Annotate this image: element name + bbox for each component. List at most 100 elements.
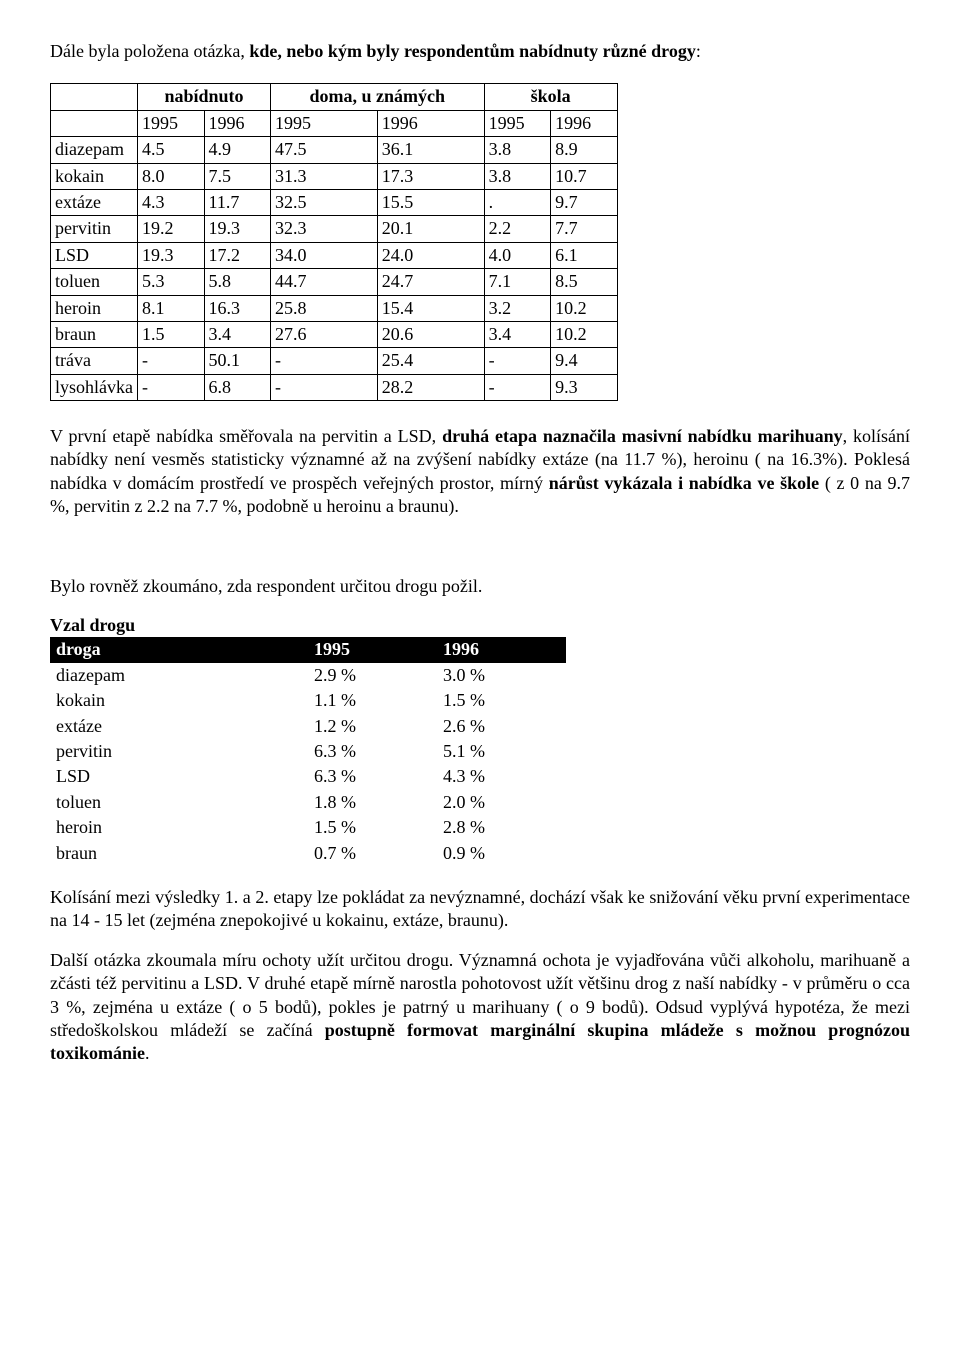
offer-table-cell: 17.3 xyxy=(377,163,484,189)
intro-pre: Dále byla položena otázka, xyxy=(50,41,249,61)
intro-post: : xyxy=(696,41,701,61)
offer-table-cell: 3.8 xyxy=(484,163,551,189)
offer-table-cell: 9.7 xyxy=(551,189,618,215)
offer-table-year: 1995 xyxy=(138,110,205,136)
usage-table-cell: 1.5 % xyxy=(437,688,566,713)
p4-t2: . xyxy=(145,1043,150,1063)
offer-table-year: 1996 xyxy=(377,110,484,136)
offer-table-cell: 4.0 xyxy=(484,242,551,268)
usage-table-cell: 3.0 % xyxy=(437,663,566,688)
offer-table-cell: 27.6 xyxy=(271,321,378,347)
offer-table-year: 1995 xyxy=(271,110,378,136)
offer-table-cell: 10.7 xyxy=(551,163,618,189)
usage-table-cell: 1.2 % xyxy=(308,714,437,739)
offer-table-group-2: doma, u známých xyxy=(271,84,485,110)
offer-table-year-row: 1995 1996 1995 1996 1995 1996 xyxy=(51,110,618,136)
usage-table-cell: 1.8 % xyxy=(308,790,437,815)
usage-table-cell: 1.5 % xyxy=(308,815,437,840)
offer-table-cell: 24.7 xyxy=(377,269,484,295)
offer-table-year-empty xyxy=(51,110,138,136)
offer-table-cell: 11.7 xyxy=(204,189,271,215)
offer-table-empty-header xyxy=(51,84,138,110)
usage-table-title: Vzal drogu xyxy=(50,614,910,637)
usage-table-label: extáze xyxy=(50,714,308,739)
offer-table-group-3: škola xyxy=(484,84,617,110)
offer-table-cell: 50.1 xyxy=(204,348,271,374)
usage-table-cell: 4.3 % xyxy=(437,764,566,789)
offer-table-cell: 9.3 xyxy=(551,374,618,400)
offer-table-cell: 4.9 xyxy=(204,137,271,163)
offer-table-label: toluen xyxy=(51,269,138,295)
usage-table-cell: 6.3 % xyxy=(308,764,437,789)
intro-bold: kde, nebo kým byly respondentům nabídnut… xyxy=(249,41,695,61)
offer-table-row: lysohlávka-6.8-28.2-9.3 xyxy=(51,374,618,400)
offer-table-cell: 32.5 xyxy=(271,189,378,215)
offer-table-row: diazepam4.54.947.536.13.88.9 xyxy=(51,137,618,163)
offer-table-cell: 8.9 xyxy=(551,137,618,163)
offer-table-row: kokain8.07.531.317.33.810.7 xyxy=(51,163,618,189)
offer-table-cell: 9.4 xyxy=(551,348,618,374)
offer-table-cell: 3.8 xyxy=(484,137,551,163)
p1-t1: V první etapě nabídka směřovala na pervi… xyxy=(50,426,442,446)
offer-table-year: 1995 xyxy=(484,110,551,136)
offer-table-row: tráva-50.1-25.4-9.4 xyxy=(51,348,618,374)
offer-table-cell: 15.4 xyxy=(377,295,484,321)
offer-table-cell: 32.3 xyxy=(271,216,378,242)
offer-table-cell: 5.8 xyxy=(204,269,271,295)
offer-table-cell: 19.3 xyxy=(138,242,205,268)
offer-table-cell: 7.5 xyxy=(204,163,271,189)
offer-table-cell: - xyxy=(271,348,378,374)
usage-table-cell: 6.3 % xyxy=(308,739,437,764)
offer-table-cell: 34.0 xyxy=(271,242,378,268)
usage-table-label: kokain xyxy=(50,688,308,713)
offer-table-row: pervitin19.219.332.320.12.27.7 xyxy=(51,216,618,242)
usage-table-row: LSD6.3 %4.3 % xyxy=(50,764,566,789)
offer-table-cell: 8.1 xyxy=(138,295,205,321)
offer-table-cell: 7.1 xyxy=(484,269,551,295)
offer-table-cell: 2.2 xyxy=(484,216,551,242)
offer-table-row: toluen5.35.844.724.77.18.5 xyxy=(51,269,618,295)
offer-table: nabídnuto doma, u známých škola 1995 199… xyxy=(50,83,618,401)
intro-paragraph: Dále byla položena otázka, kde, nebo kým… xyxy=(50,40,910,63)
offer-table-cell: 20.1 xyxy=(377,216,484,242)
offer-table-cell: 20.6 xyxy=(377,321,484,347)
offer-table-label: LSD xyxy=(51,242,138,268)
offer-table-cell: 8.5 xyxy=(551,269,618,295)
offer-table-cell: 4.3 xyxy=(138,189,205,215)
usage-table-header: droga xyxy=(50,637,308,662)
offer-table-cell: 25.8 xyxy=(271,295,378,321)
usage-table-row: toluen1.8 %2.0 % xyxy=(50,790,566,815)
analysis-paragraph-4: Další otázka zkoumala míru ochoty užít u… xyxy=(50,949,910,1066)
offer-table-cell: 7.7 xyxy=(551,216,618,242)
offer-table-cell: 6.8 xyxy=(204,374,271,400)
offer-table-cell: - xyxy=(138,374,205,400)
usage-table-label: diazepam xyxy=(50,663,308,688)
offer-table-row: LSD19.317.234.024.04.06.1 xyxy=(51,242,618,268)
usage-table-row: extáze1.2 %2.6 % xyxy=(50,714,566,739)
analysis-paragraph-3: Kolísání mezi výsledky 1. a 2. etapy lze… xyxy=(50,886,910,933)
offer-table-label: lysohlávka xyxy=(51,374,138,400)
offer-table-cell: 3.4 xyxy=(484,321,551,347)
offer-table-cell: 10.2 xyxy=(551,321,618,347)
usage-table-cell: 5.1 % xyxy=(437,739,566,764)
offer-table-cell: - xyxy=(138,348,205,374)
usage-table: droga 1995 1996 diazepam2.9 %3.0 %kokain… xyxy=(50,637,566,866)
offer-table-row: extáze4.311.732.515.5.9.7 xyxy=(51,189,618,215)
offer-table-label: pervitin xyxy=(51,216,138,242)
offer-table-group-1: nabídnuto xyxy=(138,84,271,110)
offer-table-cell: - xyxy=(271,374,378,400)
usage-table-cell: 0.7 % xyxy=(308,841,437,866)
offer-table-label: heroin xyxy=(51,295,138,321)
offer-table-cell: 6.1 xyxy=(551,242,618,268)
offer-table-cell: 17.2 xyxy=(204,242,271,268)
usage-table-label: LSD xyxy=(50,764,308,789)
p1-b1: druhá etapa naznačila masivní nabídku ma… xyxy=(442,426,843,446)
offer-table-cell: 19.3 xyxy=(204,216,271,242)
offer-table-cell: 10.2 xyxy=(551,295,618,321)
usage-table-row: kokain1.1 %1.5 % xyxy=(50,688,566,713)
offer-table-cell: 3.2 xyxy=(484,295,551,321)
usage-table-cell: 1.1 % xyxy=(308,688,437,713)
usage-table-row: braun0.7 %0.9 % xyxy=(50,841,566,866)
offer-table-cell: 16.3 xyxy=(204,295,271,321)
offer-table-cell: 1.5 xyxy=(138,321,205,347)
